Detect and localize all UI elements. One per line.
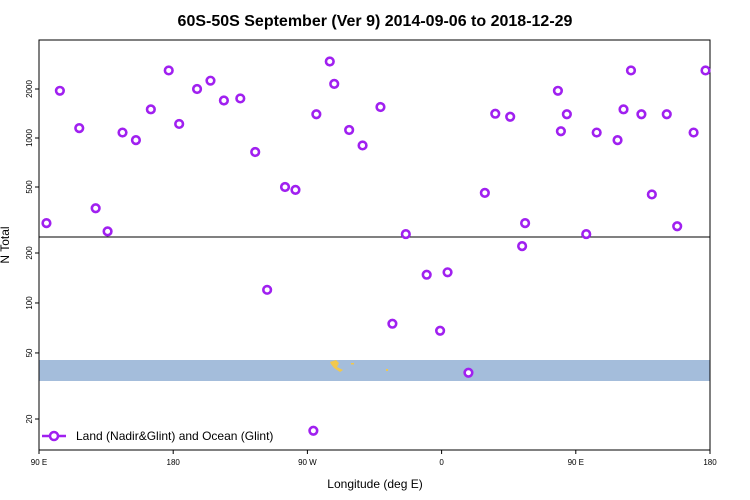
- map-band-layer: [39, 360, 710, 381]
- y-tick-label: 50: [25, 348, 34, 357]
- y-axis-label: N Total: [0, 226, 12, 263]
- data-point: [344, 124, 355, 136]
- land-patch-island: [386, 369, 388, 371]
- data-point: [145, 104, 156, 115]
- data-point: [174, 118, 185, 130]
- data-point: [552, 85, 564, 96]
- data-point: [490, 108, 501, 119]
- y-tick-label: 200: [25, 246, 34, 260]
- data-point: [191, 83, 203, 95]
- data-point: [163, 65, 174, 76]
- data-point: [102, 226, 113, 237]
- y-tick-label: 1000: [25, 129, 34, 147]
- x-tick-label: 90 E: [31, 458, 47, 467]
- data-point: [218, 95, 229, 106]
- data-point: [688, 127, 699, 138]
- data-point: [618, 104, 629, 115]
- data-point: [324, 56, 335, 67]
- data-point: [117, 127, 128, 138]
- data-point: [505, 111, 516, 122]
- x-tick-label: 90 E: [568, 458, 584, 467]
- data-point: [581, 228, 592, 240]
- data-point: [130, 135, 142, 146]
- data-point: [375, 101, 386, 113]
- y-tick-label: 100: [25, 296, 34, 310]
- data-point: [290, 184, 301, 195]
- data-points: [41, 56, 711, 436]
- data-point: [646, 189, 657, 200]
- data-point: [205, 75, 216, 86]
- data-point: [555, 126, 566, 137]
- y-tick-label: 500: [25, 180, 34, 194]
- data-point: [357, 140, 368, 151]
- x-tick-label: 180: [703, 458, 717, 467]
- data-point: [463, 367, 474, 378]
- data-point: [700, 65, 711, 76]
- x-tick-label: 180: [167, 458, 181, 467]
- data-point: [74, 123, 85, 134]
- x-tick-label: 0: [439, 458, 444, 467]
- data-point: [442, 267, 453, 278]
- x-tick-label: 90 W: [298, 458, 317, 467]
- data-point: [400, 228, 411, 240]
- y-tick-label: 20: [25, 414, 34, 423]
- data-point: [262, 284, 273, 295]
- data-point: [279, 181, 291, 193]
- data-point: [435, 325, 446, 336]
- data-point: [636, 109, 647, 120]
- data-point: [54, 85, 65, 96]
- data-point: [517, 241, 528, 252]
- legend: Land (Nadir&Glint) and Ocean (Glint): [42, 429, 273, 443]
- data-point: [308, 425, 319, 436]
- data-point: [41, 218, 52, 229]
- x-axis-label: Longitude (deg E): [327, 477, 422, 491]
- data-point: [235, 93, 246, 104]
- plot-frame: [38, 39, 711, 451]
- legend-label: Land (Nadir&Glint) and Ocean (Glint): [76, 429, 273, 443]
- data-point: [421, 269, 432, 280]
- data-point: [479, 187, 490, 198]
- data-point: [311, 109, 322, 120]
- chart-title: 60S-50S September (Ver 9) 2014-09-06 to …: [178, 13, 573, 30]
- data-point: [520, 218, 531, 229]
- data-point: [90, 203, 101, 214]
- y-tick-label: 2000: [25, 80, 34, 98]
- legend-marker-swatch: [48, 430, 60, 442]
- data-point: [387, 318, 398, 329]
- data-point: [591, 127, 602, 138]
- data-point: [250, 146, 261, 158]
- data-point: [625, 65, 637, 76]
- data-point: [329, 78, 340, 89]
- data-point: [612, 135, 623, 146]
- axis-ticks: 90 E 180 90 W 0 90 E 180 500 1000 2000 20 50 100 200: [25, 80, 717, 467]
- land-patch: [330, 360, 343, 372]
- ocean-band: [39, 360, 710, 381]
- land-patch-small: [351, 363, 354, 365]
- data-point: [661, 109, 672, 120]
- data-point: [672, 221, 683, 232]
- data-point: [561, 109, 572, 120]
